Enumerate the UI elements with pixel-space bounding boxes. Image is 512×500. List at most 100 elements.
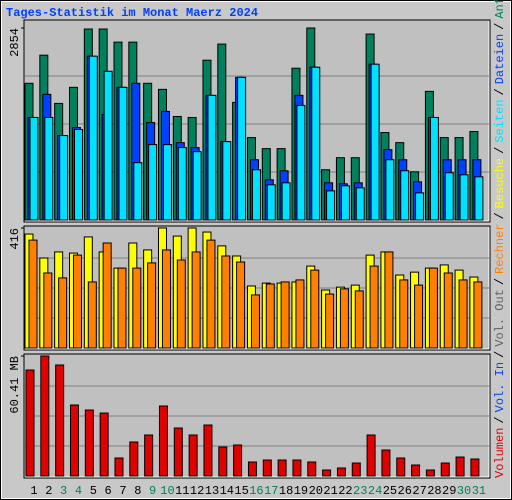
x-tick-label: 24 bbox=[368, 484, 382, 498]
bar bbox=[251, 169, 261, 221]
bar bbox=[188, 434, 198, 477]
x-tick-label: 18 bbox=[279, 484, 293, 498]
legend-entry: Seiten bbox=[493, 99, 507, 142]
x-tick-label: 26 bbox=[398, 484, 412, 498]
bar bbox=[311, 66, 321, 221]
bar bbox=[144, 434, 154, 477]
x-tick-label: 16 bbox=[249, 484, 263, 498]
y-tick-label: 2854 bbox=[8, 28, 22, 57]
bar bbox=[84, 409, 94, 477]
bar bbox=[250, 294, 260, 349]
bar bbox=[177, 147, 187, 221]
bar bbox=[28, 239, 38, 349]
x-tick-label: 23 bbox=[353, 484, 367, 498]
bar bbox=[280, 281, 290, 349]
bar bbox=[173, 427, 183, 477]
bar bbox=[400, 170, 410, 221]
y-tick-label: 416 bbox=[8, 228, 22, 250]
bar bbox=[414, 284, 424, 349]
bar bbox=[458, 279, 468, 349]
bar bbox=[133, 162, 143, 221]
x-tick-label: 6 bbox=[105, 484, 112, 498]
bar bbox=[307, 461, 317, 477]
bar bbox=[370, 63, 380, 221]
bar bbox=[40, 355, 50, 477]
bar bbox=[296, 104, 306, 221]
bar bbox=[88, 55, 98, 221]
x-tick-label: 8 bbox=[134, 484, 141, 498]
bar bbox=[247, 461, 257, 477]
legend-entry: Vol. In bbox=[493, 362, 507, 412]
bar bbox=[114, 457, 124, 477]
bar bbox=[158, 405, 168, 477]
bar bbox=[444, 172, 454, 221]
bar bbox=[266, 184, 276, 221]
bar bbox=[203, 424, 213, 477]
bar bbox=[237, 76, 247, 221]
bar bbox=[385, 159, 395, 221]
x-tick-label: 27 bbox=[412, 484, 426, 498]
x-tick-label: 12 bbox=[190, 484, 204, 498]
bar bbox=[340, 185, 350, 221]
bar bbox=[87, 281, 97, 349]
x-tick-label: 15 bbox=[234, 484, 248, 498]
bar bbox=[326, 190, 336, 221]
bar bbox=[443, 272, 453, 349]
x-tick-label: 14 bbox=[220, 484, 234, 498]
bar bbox=[354, 290, 364, 349]
bar bbox=[336, 467, 346, 477]
bar bbox=[192, 151, 202, 221]
bar bbox=[236, 261, 246, 349]
bar bbox=[162, 144, 172, 221]
legend-entry: Anfragen bbox=[493, 0, 507, 19]
legend-entry: Volumen bbox=[493, 428, 507, 478]
bar bbox=[429, 116, 439, 221]
bar bbox=[132, 267, 142, 349]
bar bbox=[351, 462, 361, 477]
bar bbox=[29, 116, 39, 221]
bar bbox=[295, 279, 305, 349]
x-tick-label: 7 bbox=[119, 484, 126, 498]
bar bbox=[310, 269, 320, 349]
x-tick-label: 31 bbox=[472, 484, 486, 498]
bar bbox=[117, 267, 127, 349]
x-tick-label: 22 bbox=[338, 484, 352, 498]
x-tick-label: 20 bbox=[309, 484, 323, 498]
x-tick-label: 2 bbox=[45, 484, 52, 498]
bar bbox=[455, 456, 465, 477]
bar bbox=[222, 141, 232, 221]
bar bbox=[369, 265, 379, 349]
bar bbox=[55, 364, 65, 477]
x-tick-label: 11 bbox=[175, 484, 189, 498]
bar bbox=[292, 459, 302, 477]
bar bbox=[440, 462, 450, 477]
bar bbox=[381, 449, 391, 477]
x-tick-label: 29 bbox=[442, 484, 456, 498]
bar bbox=[103, 70, 113, 221]
bar bbox=[399, 279, 409, 349]
x-tick-label: 28 bbox=[427, 484, 441, 498]
x-tick-label: 4 bbox=[75, 484, 82, 498]
legend-separator: / bbox=[493, 351, 507, 358]
bar bbox=[415, 192, 425, 221]
bar bbox=[99, 412, 109, 477]
x-tick-label: 25 bbox=[383, 484, 397, 498]
bar bbox=[277, 459, 287, 477]
bar bbox=[43, 272, 53, 349]
bar bbox=[161, 249, 171, 349]
bar bbox=[129, 441, 139, 477]
bar bbox=[425, 469, 435, 477]
legend-entry: Rechner bbox=[493, 224, 507, 274]
bar bbox=[233, 444, 243, 477]
bar bbox=[470, 458, 480, 477]
bar bbox=[73, 129, 83, 221]
bar bbox=[206, 239, 216, 349]
bar bbox=[384, 251, 394, 349]
bar bbox=[102, 242, 112, 349]
chart-title: Tages-Statistik im Monat Maerz 2024 bbox=[6, 6, 258, 20]
bar bbox=[218, 446, 228, 477]
bar bbox=[281, 182, 291, 221]
legend-separator: / bbox=[493, 23, 507, 30]
